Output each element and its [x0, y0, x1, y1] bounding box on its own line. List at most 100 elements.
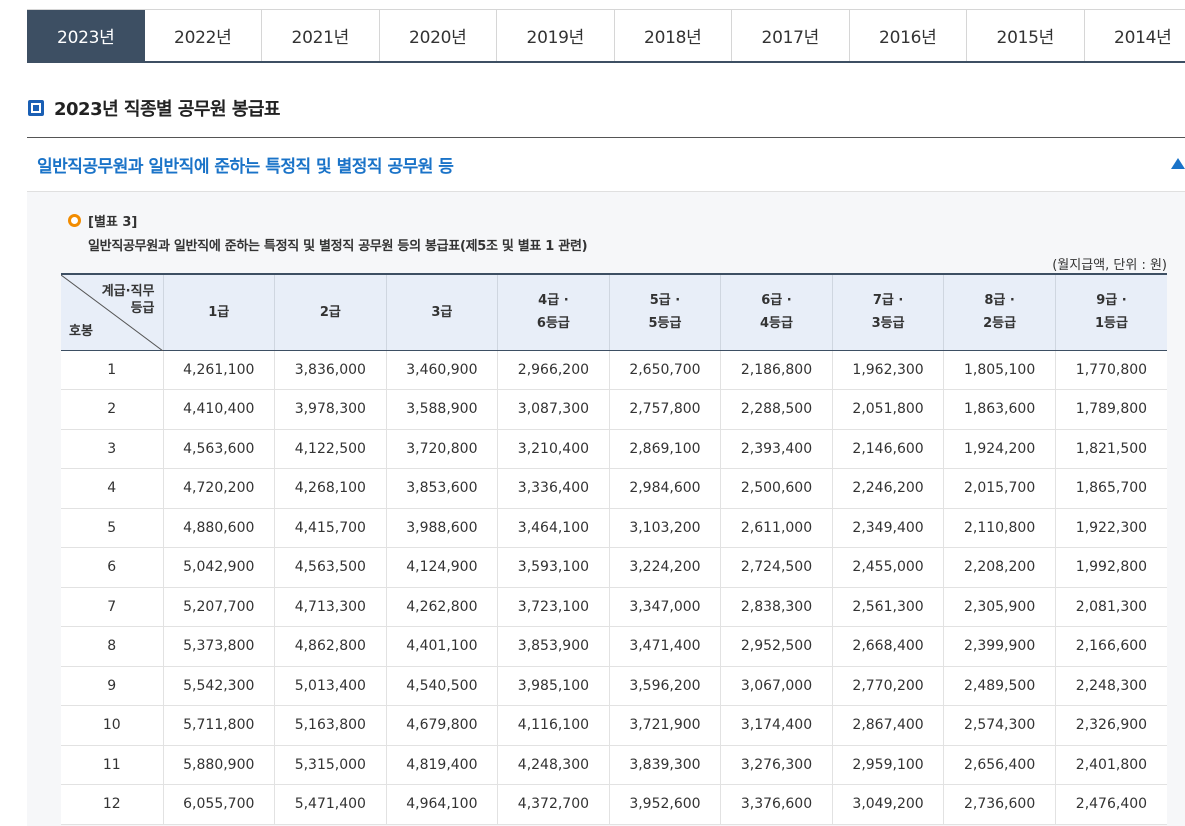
salary-cell: 2,476,400	[1054, 784, 1167, 825]
salary-cell: 3,224,200	[608, 547, 721, 588]
step-cell: 11	[61, 745, 163, 785]
salary-cell: 3,978,300	[274, 389, 387, 430]
salary-cell: 2,305,900	[943, 587, 1056, 627]
salary-cell: 3,596,200	[608, 666, 721, 706]
salary-cell: 3,721,900	[608, 705, 721, 746]
column-header: 2급	[274, 273, 387, 351]
salary-cell: 3,174,400	[720, 705, 833, 746]
tab-year-2[interactable]: 2021년	[262, 10, 380, 61]
tab-year-9[interactable]: 2014년	[1084, 10, 1185, 61]
tab-year-0[interactable]: 2023년	[27, 10, 145, 61]
table-row: 10 5,711,800 5,163,800 4,679,800 4,116,100 3,…	[61, 705, 1167, 746]
unit-label: (월지급액, 단위 : 원)	[1052, 258, 1167, 273]
corner-grade-line1: 계급·직무	[101, 284, 155, 299]
column-header-line1: 8급 ·	[984, 293, 1015, 309]
column-header: 3급	[385, 273, 498, 351]
salary-cell: 2,393,400	[720, 429, 833, 469]
salary-cell: 1,865,700	[1054, 468, 1167, 509]
salary-cell: 4,563,500	[274, 547, 387, 588]
table-row: 8 5,373,800 4,862,800 4,401,100 3,853,900 3,4…	[61, 626, 1167, 667]
section-header-title: 일반직공무원과 일반직에 준하는 특정직 및 별정직 공무원 등	[37, 157, 454, 177]
collapse-arrow-icon[interactable]	[1171, 158, 1185, 169]
column-header: 5급 · 5등급	[608, 273, 721, 351]
tab-year-7[interactable]: 2016년	[849, 10, 967, 61]
tab-year-5[interactable]: 2018년	[614, 10, 732, 61]
salary-cell: 2,656,400	[943, 745, 1056, 785]
column-header-line1: 1급	[208, 304, 230, 320]
step-cell: 5	[61, 508, 163, 548]
salary-cell: 3,988,600	[385, 508, 498, 548]
salary-cell: 3,087,300	[497, 389, 610, 430]
salary-cell: 2,326,900	[1054, 705, 1167, 746]
salary-cell: 2,399,900	[943, 626, 1056, 667]
salary-cell: 5,042,900	[162, 547, 275, 588]
salary-cell: 3,588,900	[385, 389, 498, 430]
salary-cell: 2,668,400	[831, 626, 944, 667]
salary-cell: 3,276,300	[720, 745, 833, 785]
salary-section: 일반직공무원과 일반직에 준하는 특정직 및 별정직 공무원 등 [별표 3] …	[27, 137, 1185, 826]
column-header-line1: 5급 ·	[649, 293, 681, 309]
salary-cell: 1,962,300	[831, 350, 944, 390]
salary-cell: 4,679,800	[385, 705, 498, 746]
salary-cell: 2,966,200	[497, 350, 610, 390]
salary-cell: 2,869,100	[608, 429, 721, 469]
column-header: 9급 · 1등급	[1054, 273, 1167, 351]
column-header-line2: 5등급	[648, 316, 682, 332]
table-row: 3 4,563,600 4,122,500 3,720,800 3,210,400 2,8…	[61, 429, 1167, 469]
salary-cell: 5,207,700	[162, 587, 275, 627]
year-tabs: 2023년 2022년 2021년 2020년 2019년 2018년 2017년 2016년…	[27, 9, 1185, 63]
step-cell: 6	[61, 547, 163, 588]
salary-cell: 2,051,800	[831, 389, 944, 430]
tab-year-6[interactable]: 2017년	[732, 10, 850, 61]
step-cell: 7	[61, 587, 163, 627]
tab-year-1[interactable]: 2022년	[144, 10, 262, 61]
tab-year-3[interactable]: 2020년	[379, 10, 497, 61]
section-header[interactable]: 일반직공무원과 일반직에 준하는 특정직 및 별정직 공무원 등	[27, 138, 1185, 192]
step-cell: 1	[61, 350, 163, 390]
step-cell: 4	[61, 468, 163, 509]
column-header: 4급 · 6등급	[497, 273, 610, 351]
column-header: 1급	[162, 273, 275, 351]
salary-cell: 4,415,700	[274, 508, 387, 548]
table-notice: [별표 3] 일반직공무원과 일반직에 준하는 특정직 및 별정직 공무원 등의…	[68, 211, 588, 254]
salary-cell: 2,081,300	[1054, 587, 1167, 627]
corner-step-label: 호봉	[69, 323, 93, 339]
column-header-line1: 4급 ·	[538, 293, 569, 309]
salary-cell: 4,720,200	[162, 468, 275, 509]
column-header-line2: 3등급	[871, 316, 905, 332]
step-cell: 9	[61, 666, 163, 706]
salary-cell: 3,853,600	[385, 468, 498, 509]
salary-cell: 2,952,500	[720, 626, 833, 667]
column-header: 7급 · 3등급	[831, 273, 944, 351]
corner-grade-label: 계급·직무 등급	[102, 283, 155, 317]
salary-cell: 5,013,400	[274, 666, 387, 706]
salary-cell: 4,122,500	[274, 429, 387, 469]
salary-cell: 5,373,800	[162, 626, 275, 667]
salary-cell: 1,770,800	[1054, 350, 1167, 390]
salary-cell: 4,261,100	[162, 350, 275, 390]
salary-cell: 4,964,100	[385, 784, 498, 825]
salary-cell: 5,471,400	[274, 784, 387, 825]
circle-bullet-icon	[68, 214, 81, 227]
column-header: 8급 · 2등급	[943, 273, 1056, 351]
salary-cell: 2,166,600	[1054, 626, 1167, 667]
salary-cell: 3,593,100	[497, 547, 610, 588]
column-header-line1: 9급 ·	[1096, 293, 1127, 309]
salary-cell: 2,736,600	[943, 784, 1056, 825]
salary-cell: 4,410,400	[162, 389, 275, 430]
salary-cell: 5,163,800	[274, 705, 387, 746]
salary-cell: 3,067,000	[720, 666, 833, 706]
table-row: 6 5,042,900 4,563,500 4,124,900 3,593,100 3,2…	[61, 547, 1167, 588]
salary-cell: 3,336,400	[497, 468, 610, 509]
salary-cell: 4,713,300	[274, 587, 387, 627]
salary-cell: 3,952,600	[608, 784, 721, 825]
tab-year-4[interactable]: 2019년	[497, 10, 615, 61]
table-row: 5 4,880,600 4,415,700 3,988,600 3,464,100 3,1…	[61, 508, 1167, 548]
tab-year-8[interactable]: 2015년	[967, 10, 1085, 61]
salary-cell: 2,724,500	[720, 547, 833, 588]
salary-cell: 2,455,000	[831, 547, 944, 588]
notice-description: 일반직공무원과 일반직에 준하는 특정직 및 별정직 공무원 등의 봉급표(제5…	[88, 239, 588, 254]
salary-cell: 3,839,300	[608, 745, 721, 785]
corner-grade-line2: 등급	[130, 301, 155, 316]
table-row: 11 5,880,900 5,315,000 4,819,400 4,248,300 3,…	[61, 745, 1167, 785]
